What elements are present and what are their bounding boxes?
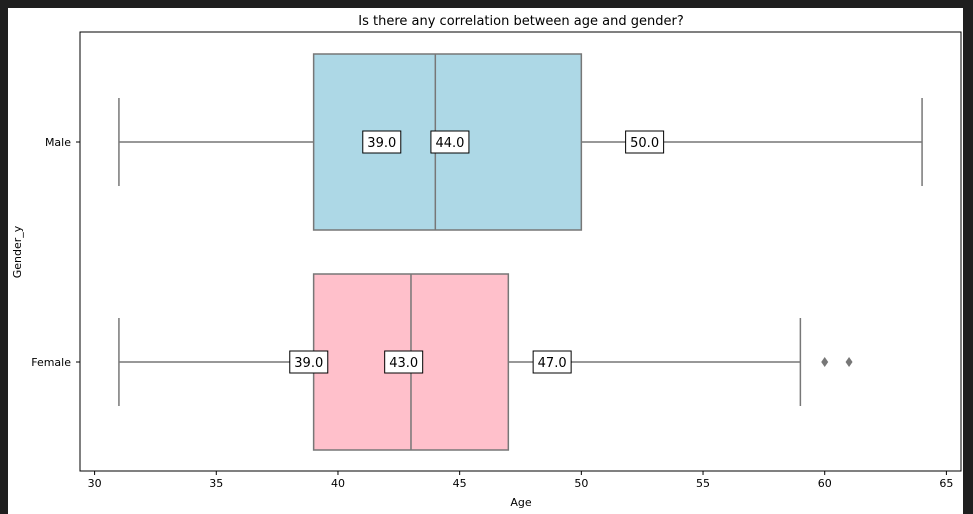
value-label-text: 47.0 <box>538 356 567 371</box>
female-value-label: 47.0 <box>532 350 572 374</box>
male-value-label: 50.0 <box>625 130 665 154</box>
x-tick-label: 60 <box>818 477 832 490</box>
y-tick-label: Female <box>31 356 71 369</box>
value-label-box <box>625 130 665 154</box>
female-outlier-point <box>845 357 853 367</box>
value-label-box <box>384 350 424 374</box>
x-tick-label: 65 <box>939 477 953 490</box>
x-axis-label: Age <box>510 496 532 509</box>
value-label-box <box>430 130 470 154</box>
male-value-label: 39.0 <box>362 130 402 154</box>
value-label-text: 43.0 <box>389 356 418 371</box>
value-label-text: 44.0 <box>435 136 464 151</box>
female-value-label: 43.0 <box>384 350 424 374</box>
female-outlier-point <box>821 357 829 367</box>
value-label-box <box>289 350 329 374</box>
chart-title: Is there any correlation between age and… <box>358 14 683 29</box>
x-tick-label: 50 <box>574 477 588 490</box>
x-tick-label: 30 <box>88 477 102 490</box>
x-axis: 30 35 40 45 50 55 60 65 <box>88 471 953 490</box>
y-axis-label: Gender_y <box>11 225 24 278</box>
value-label-box <box>362 130 402 154</box>
value-label-text: 39.0 <box>367 136 396 151</box>
y-tick-label: Male <box>45 136 71 149</box>
y-axis: Male Female <box>31 136 80 369</box>
boxes-layer: 39.0 44.0 50.0 39.0 43.0 47.0 <box>118 53 923 451</box>
value-label-text: 50.0 <box>630 136 659 151</box>
x-tick-label: 35 <box>209 477 223 490</box>
x-tick-label: 55 <box>696 477 710 490</box>
x-tick-label: 40 <box>331 477 345 490</box>
plot-area <box>79 31 962 472</box>
male-value-label: 44.0 <box>430 130 470 154</box>
female-value-label: 39.0 <box>289 350 329 374</box>
x-tick-label: 45 <box>453 477 467 490</box>
value-label-text: 39.0 <box>294 356 323 371</box>
value-label-box <box>532 350 572 374</box>
